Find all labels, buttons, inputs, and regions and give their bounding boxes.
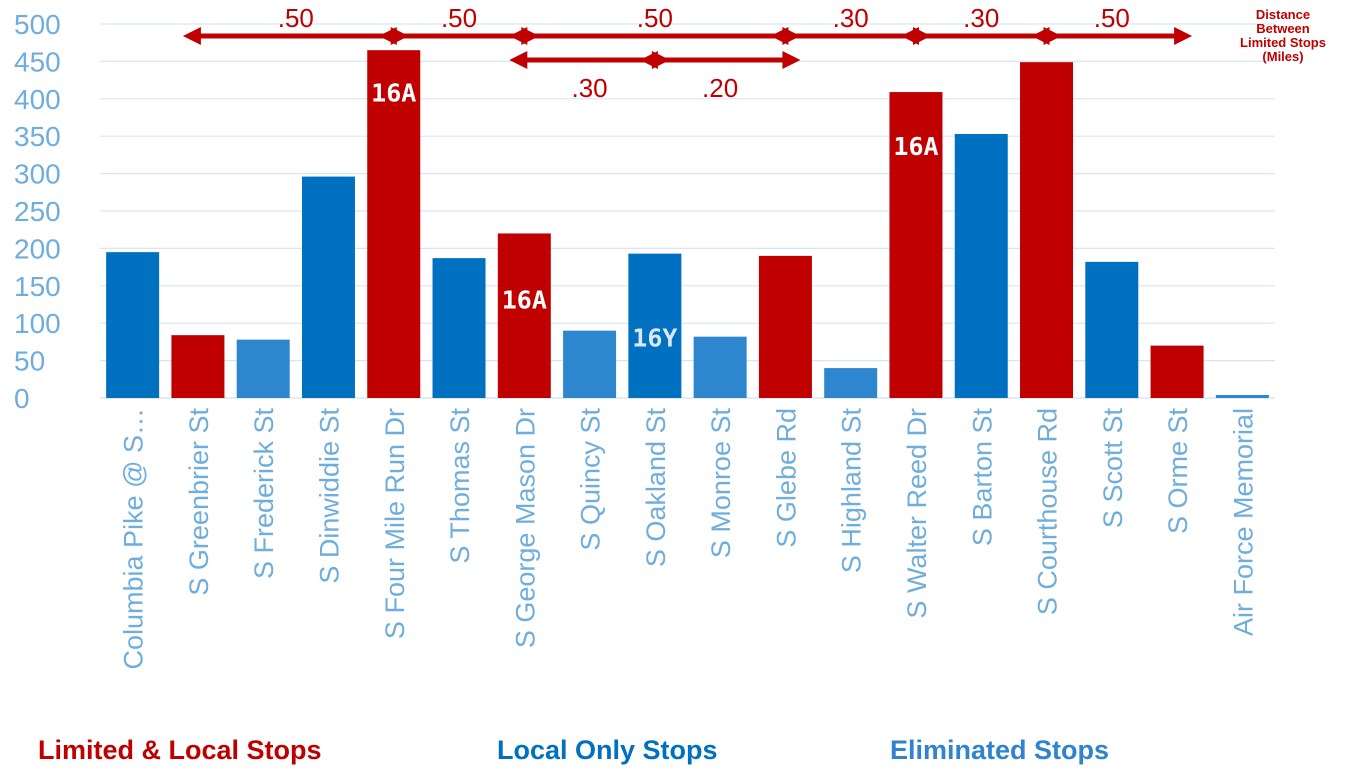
bar [1215, 395, 1269, 398]
bar [563, 330, 617, 398]
arrow-head-left [639, 51, 658, 69]
x-tick-label: Columbia Pike @ S… [119, 408, 149, 670]
bars [106, 50, 1269, 399]
bar [236, 339, 290, 398]
arrow-head-left [509, 27, 528, 45]
distance-note-line: Limited Stops [1240, 35, 1326, 50]
y-tick-label: 50 [14, 346, 45, 377]
x-tick-label: S Courthouse Rd [1033, 408, 1063, 615]
x-tick-label: S Highland St [837, 408, 867, 574]
distance-label: .30 [572, 73, 608, 103]
bar [367, 50, 421, 399]
legend-eliminated: Eliminated Stops [890, 735, 1110, 765]
bar [954, 133, 1008, 398]
distance-note-line: (Miles) [1262, 49, 1304, 64]
bar [1150, 345, 1204, 398]
bar [1020, 62, 1074, 398]
distance-arrow: .20 [639, 51, 801, 103]
x-tick-label: S Barton St [967, 408, 997, 547]
arrow-head-right [782, 51, 801, 69]
x-tick-label: S Dinwiddie St [314, 408, 344, 584]
distance-label: .50 [637, 3, 673, 33]
y-tick-label: 250 [14, 196, 61, 227]
bar [824, 368, 878, 398]
bar [628, 253, 682, 398]
bar [497, 233, 551, 398]
arrow-head-right [1174, 27, 1193, 45]
distance-arrows: .50 .50 .50 .30 .30 .50 .30 .20 [182, 3, 1193, 103]
x-tick-label: S Orme St [1163, 408, 1193, 535]
y-tick-label: 350 [14, 121, 61, 152]
arrow-head-left [900, 27, 919, 45]
y-axis: 0 50 100 150 200 250 300 350 400 450 500 [14, 9, 61, 414]
y-tick-label: 0 [14, 383, 30, 414]
bar [106, 252, 160, 398]
arrow-head-left [378, 27, 397, 45]
distance-label: .30 [963, 3, 999, 33]
x-tick-label: S Four Mile Run Dr [380, 408, 410, 639]
bar-label: 16Y [632, 324, 677, 353]
legend-local-only: Local Only Stops [497, 735, 718, 765]
distance-label: .20 [702, 73, 738, 103]
x-tick-label: S Scott St [1098, 408, 1128, 529]
y-tick-label: 400 [14, 84, 61, 115]
x-tick-label: S Thomas St [445, 408, 475, 564]
x-tick-label: S Walter Reed Dr [902, 408, 932, 619]
arrow-head-left [1031, 27, 1050, 45]
x-tick-label: Air Force Memorial [1228, 408, 1258, 636]
distance-arrow: .50 [1031, 3, 1193, 45]
bar [693, 336, 747, 398]
x-tick-label: S Greenbrier St [184, 408, 214, 596]
y-tick-label: 500 [14, 9, 61, 40]
distance-label: .50 [278, 3, 314, 33]
distance-note-line: Between [1256, 21, 1310, 36]
bar [301, 176, 355, 398]
x-axis: Columbia Pike @ S… S Greenbrier St S Frede… [119, 408, 1259, 670]
x-tick-label: S Quincy St [576, 408, 606, 551]
bar [1085, 261, 1139, 398]
bar [758, 255, 812, 398]
distance-label: .30 [833, 3, 869, 33]
y-tick-label: 300 [14, 159, 61, 190]
bar-label: 16A [893, 132, 938, 161]
bar [889, 92, 943, 399]
distance-arrow: .30 [900, 3, 1062, 45]
x-tick-label: S Oakland St [641, 408, 671, 568]
bar-labels: 16A 16A 16Y 16A [371, 78, 938, 352]
distance-label: .50 [1094, 3, 1130, 33]
y-tick-label: 200 [14, 233, 61, 264]
bar-label: 16A [371, 78, 416, 107]
bar [171, 335, 225, 398]
x-tick-label: S Frederick St [249, 408, 279, 580]
x-tick-label: S George Mason Dr [510, 408, 540, 648]
y-tick-label: 150 [14, 271, 61, 302]
distance-note: Distance Between Limited Stops (Miles) [1228, 8, 1338, 64]
distance-arrow: .50 [182, 3, 409, 45]
x-tick-label: S Monroe St [706, 408, 736, 559]
distance-note-line: Distance [1255, 7, 1311, 22]
bar [432, 258, 486, 398]
arrow-head-left [182, 27, 201, 45]
y-tick-label: 450 [14, 46, 61, 77]
arrow-head-left [770, 27, 789, 45]
bar-label: 16A [502, 286, 547, 315]
distance-label: .50 [441, 3, 477, 33]
legend-limited-local: Limited & Local Stops [38, 735, 322, 765]
arrow-head-left [509, 51, 528, 69]
y-tick-label: 100 [14, 308, 61, 339]
x-tick-label: S Glebe Rd [771, 408, 801, 548]
